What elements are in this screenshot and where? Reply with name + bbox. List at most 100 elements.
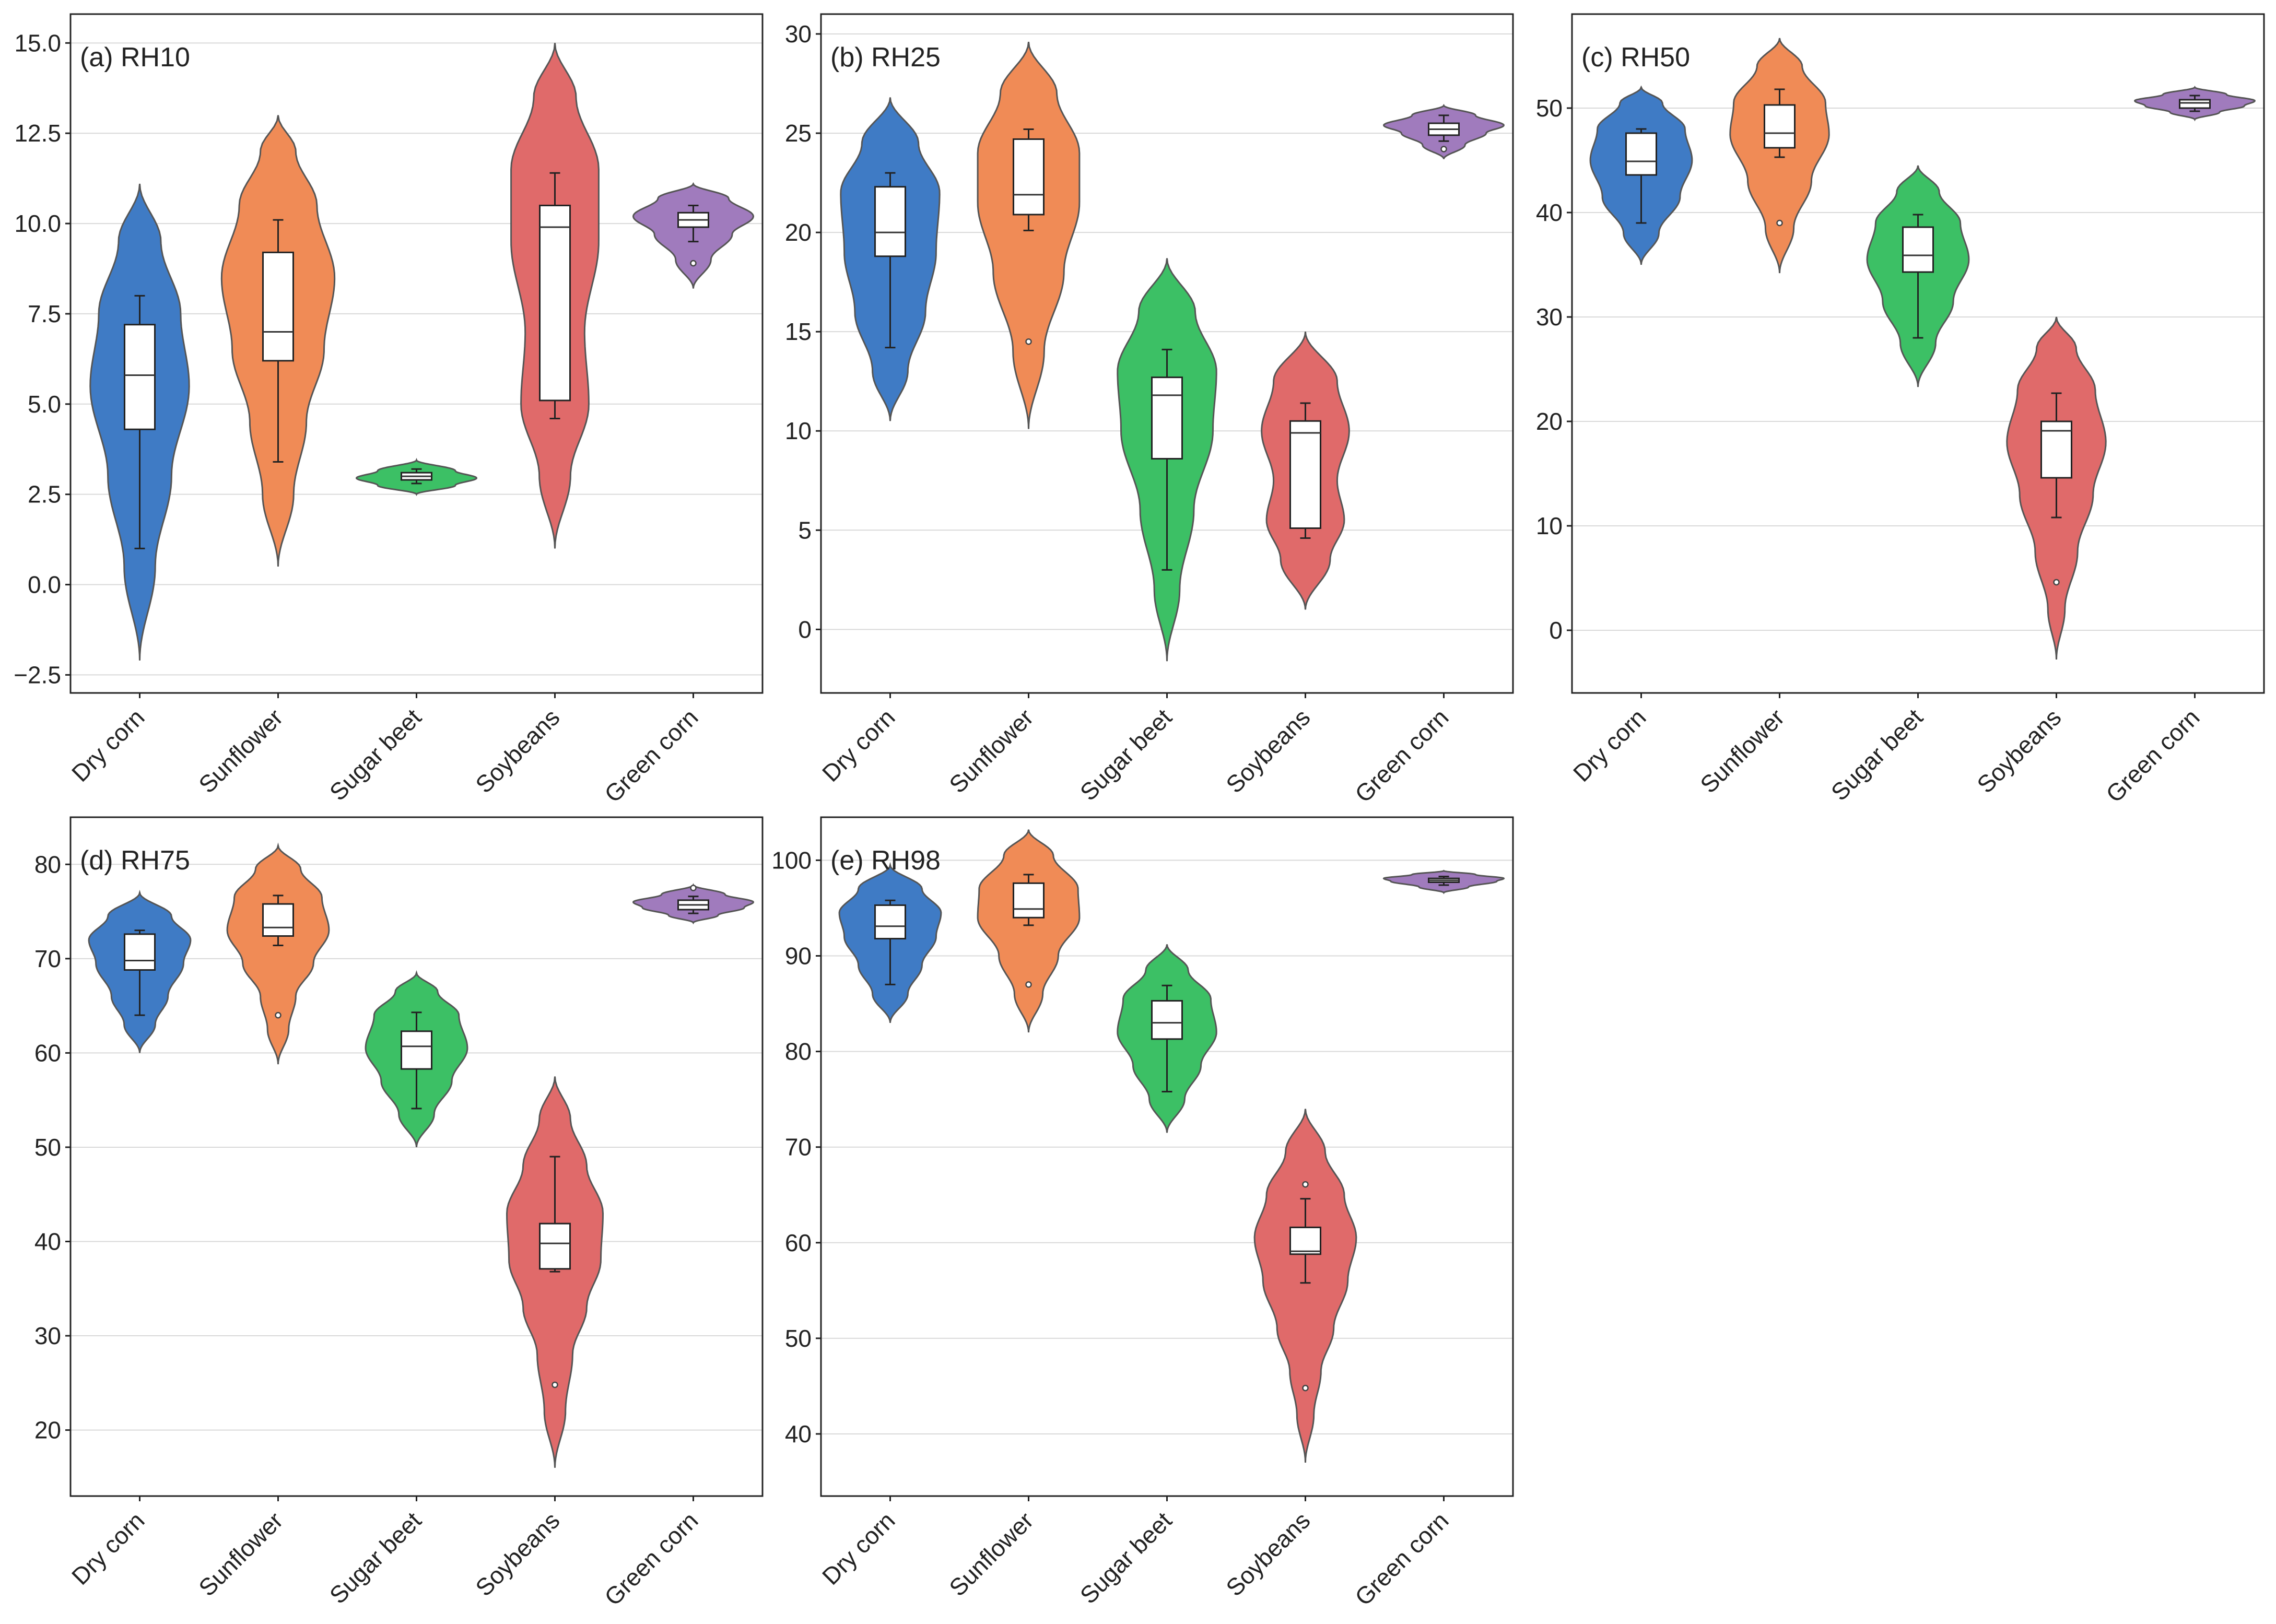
y-tick-label: 10 (1536, 512, 1563, 539)
outlier-point (1025, 981, 1032, 988)
violin-sunflower (977, 42, 1081, 429)
x-tick-label: Sugar beet (324, 703, 427, 806)
box-sunflower (262, 903, 294, 937)
y-tick-label: 70 (34, 945, 61, 972)
x-tick-label: Sunflower (944, 1507, 1038, 1601)
box-green-corn (2179, 99, 2211, 109)
y-tick-label: 80 (785, 1038, 812, 1065)
y-tick-label: 60 (785, 1229, 812, 1256)
y-tick-label: 20 (1536, 408, 1563, 435)
box-sugar-beet (1151, 1000, 1183, 1040)
panel-rh50: 0 10 20 30 40 50 Dry corn Sunflower Sugar beet So… (1536, 13, 2265, 808)
panel-title: (b) RH25 (830, 42, 941, 73)
x-tick-label: Soybeans (1221, 703, 1315, 798)
box-soybeans (539, 1222, 571, 1270)
x-tick-label: Soybeans (470, 1507, 565, 1601)
panel-title: (a) RH10 (80, 42, 190, 73)
x-tick-label: Sugar beet (324, 1507, 427, 1609)
y-tick-label: 50 (1536, 95, 1563, 122)
outlier-point (690, 885, 697, 891)
y-tick-label: 25 (785, 120, 812, 147)
y-tick-label: 30 (785, 20, 812, 48)
panel-rh25: 0 5 10 15 20 25 30 Dry corn Sunflower Sugar beet S… (785, 13, 1514, 808)
panel-title: (e) RH98 (830, 845, 941, 876)
violin-sunflower (226, 842, 330, 1065)
x-tick-label: Green corn (1350, 1507, 1453, 1610)
panel-rh98: 40 50 60 70 80 90 100 Dry corn Sunflower Sugar be… (771, 816, 1514, 1611)
y-tick-label: 30 (34, 1322, 61, 1349)
y-tick-label: 10.0 (14, 210, 61, 237)
x-tick-label: Sunflower (1695, 703, 1789, 798)
x-tick-label: Soybeans (1221, 1507, 1315, 1601)
x-tick-label: Soybeans (470, 703, 565, 798)
y-tick-label: 0.0 (28, 571, 61, 598)
x-tick-label: Green corn (1350, 703, 1453, 807)
plot-frame (69, 816, 764, 1497)
x-tick-label: Sunflower (193, 1507, 288, 1601)
outlier-point (552, 1381, 558, 1388)
panel-rh10: −2.5 0.0 2.5 5.0 7.5 10.0 12.5 15.0 Dry corn Sunf… (14, 13, 764, 808)
y-tick-label: 0 (798, 616, 812, 643)
box-soybeans (539, 204, 571, 402)
box-sunflower (262, 251, 294, 362)
x-tick-label: Dry corn (1568, 703, 1651, 787)
y-tick-label: 0 (1549, 617, 1563, 644)
box-soybeans (1289, 420, 1321, 529)
outlier-point (1302, 1181, 1309, 1188)
y-tick-label: 100 (771, 846, 812, 874)
box-sunflower (1013, 138, 1045, 216)
y-tick-label: 20 (785, 219, 812, 246)
y-tick-label: 40 (1536, 199, 1563, 226)
box-dry-corn (1625, 132, 1657, 176)
outlier-point (1440, 146, 1447, 152)
outlier-point (1776, 219, 1783, 227)
y-tick-label: −2.5 (14, 661, 61, 688)
y-tick-label: 15 (785, 318, 812, 345)
y-tick-label: 50 (785, 1325, 812, 1352)
x-tick-label: Soybeans (1972, 703, 2066, 798)
x-tick-label: Sunflower (193, 703, 288, 798)
outlier-point (1025, 338, 1032, 345)
outlier-point (2053, 579, 2060, 586)
y-tick-label: 7.5 (28, 300, 61, 327)
outlier-point (690, 260, 697, 267)
y-tick-label: 2.5 (28, 481, 61, 508)
x-tick-label: Dry corn (66, 1507, 150, 1590)
x-tick-label: Sunflower (944, 703, 1038, 798)
x-tick-label: Dry corn (66, 703, 150, 787)
y-tick-label: 50 (34, 1134, 61, 1161)
violin-soybeans (1253, 1109, 1357, 1463)
box-sunflower (1013, 882, 1045, 919)
box-soybeans (2040, 420, 2072, 479)
panel-title: (d) RH75 (80, 845, 190, 876)
panel-title: (c) RH50 (1581, 42, 1690, 73)
y-tick-label: 90 (785, 942, 812, 969)
violin-sunflower (977, 829, 1081, 1033)
x-tick-label: Sugar beet (1075, 703, 1177, 806)
y-tick-label: 5.0 (28, 391, 61, 418)
y-tick-label: 12.5 (14, 120, 61, 147)
box-sugar-beet (401, 1030, 432, 1070)
y-tick-label: 5 (798, 516, 812, 544)
y-tick-label: 20 (34, 1417, 61, 1444)
y-tick-label: 40 (785, 1420, 812, 1448)
box-dry-corn (124, 324, 156, 430)
outlier-point (275, 1011, 281, 1019)
box-soybeans (1289, 1226, 1321, 1255)
y-tick-label: 80 (34, 851, 61, 878)
x-tick-label: Sugar beet (1826, 703, 1928, 806)
box-dry-corn (874, 904, 906, 940)
box-dry-corn (124, 933, 156, 971)
x-tick-label: Green corn (599, 703, 703, 807)
box-sugar-beet (1902, 226, 1934, 273)
y-tick-label: 70 (785, 1134, 812, 1161)
y-tick-label: 15.0 (14, 29, 61, 56)
x-tick-label: Dry corn (817, 703, 900, 787)
x-tick-label: Green corn (599, 1507, 703, 1610)
outlier-point (1302, 1384, 1309, 1392)
panel-rh75: 20 30 40 50 60 70 80 Dry corn Sunflower Sugar bee… (34, 816, 764, 1611)
box-sugar-beet (1151, 376, 1183, 460)
y-tick-label: 10 (785, 417, 812, 444)
y-tick-label: 40 (34, 1228, 61, 1255)
